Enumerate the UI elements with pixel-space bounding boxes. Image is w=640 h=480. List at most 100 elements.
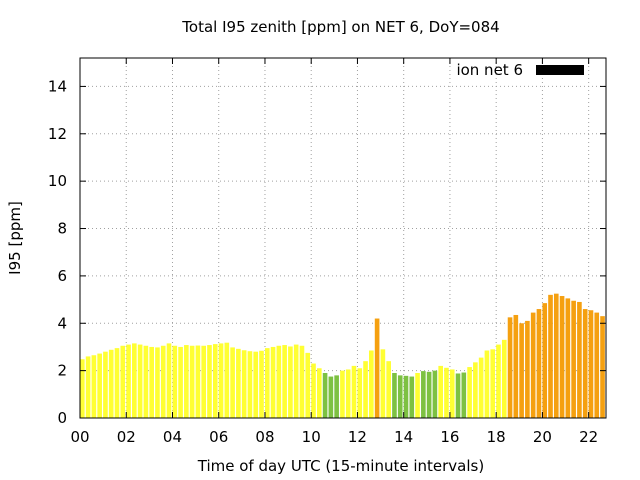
bar <box>553 293 559 418</box>
bar <box>103 351 108 418</box>
bar-series <box>80 293 605 418</box>
x-tick-label: 12 <box>348 428 367 446</box>
bar <box>247 351 253 418</box>
bar <box>536 309 542 418</box>
bar <box>530 312 536 418</box>
y-tick-label: 0 <box>57 409 67 427</box>
x-tick-label: 22 <box>579 428 598 446</box>
bar <box>577 301 582 418</box>
x-tick-labels: 00 02 04 06 08 10 12 14 16 18 20 22 <box>70 428 598 446</box>
bar <box>363 361 368 418</box>
bar <box>120 345 126 418</box>
y-tick-label: 2 <box>57 362 67 380</box>
y-tick-label: 12 <box>48 125 67 143</box>
bar <box>155 347 160 418</box>
y-tick-label: 8 <box>57 220 67 238</box>
bar <box>241 350 247 418</box>
bar <box>403 375 409 418</box>
bar <box>397 375 403 418</box>
bar <box>207 345 212 418</box>
bar <box>438 365 443 418</box>
bar <box>311 363 316 418</box>
bar <box>374 318 380 418</box>
bar <box>571 300 576 418</box>
bar <box>218 343 224 418</box>
bar <box>149 346 154 418</box>
bar <box>282 345 287 418</box>
bar <box>299 345 305 418</box>
bar <box>345 369 351 418</box>
bar <box>496 344 501 418</box>
bar <box>525 320 530 418</box>
bar <box>108 349 114 418</box>
bar <box>195 345 201 418</box>
bar <box>91 355 97 418</box>
y-tick-label: 10 <box>48 172 67 190</box>
y-tick-label: 6 <box>57 267 67 285</box>
bar <box>189 345 195 418</box>
bar <box>270 346 276 418</box>
bar <box>473 362 478 418</box>
bar <box>501 339 507 418</box>
bar <box>212 344 218 418</box>
bar <box>143 345 149 418</box>
legend-swatch <box>536 65 584 75</box>
bar <box>126 344 131 418</box>
x-tick-label: 20 <box>533 428 552 446</box>
bar <box>386 361 391 418</box>
x-tick-label: 14 <box>394 428 413 446</box>
y-tick-label: 4 <box>57 314 67 332</box>
x-tick-label: 02 <box>117 428 136 446</box>
x-tick-label: 10 <box>302 428 321 446</box>
x-tick-label: 16 <box>440 428 459 446</box>
bar <box>230 347 235 418</box>
bar <box>415 373 420 418</box>
bar <box>392 373 397 418</box>
bar <box>478 357 484 418</box>
bar <box>490 349 496 418</box>
bar <box>184 345 189 418</box>
x-tick-label: 18 <box>487 428 506 446</box>
bar <box>548 294 553 418</box>
bar <box>288 346 293 418</box>
legend-label: ion net 6 <box>456 61 523 79</box>
bar <box>236 348 241 418</box>
y-tick-labels: 0 2 4 6 8 10 12 14 <box>48 77 67 427</box>
bar <box>582 309 588 418</box>
bar <box>322 373 328 418</box>
x-tick-label: 08 <box>255 428 274 446</box>
bar <box>559 296 565 418</box>
bar <box>444 367 449 418</box>
bar <box>357 368 363 418</box>
bar <box>588 310 594 418</box>
bar <box>421 371 426 418</box>
bar <box>224 342 230 418</box>
bar <box>316 368 322 418</box>
bar <box>114 348 120 418</box>
bar <box>380 349 386 418</box>
bar <box>305 352 311 418</box>
bar <box>293 344 299 418</box>
bar <box>432 370 438 418</box>
bar <box>600 316 605 418</box>
bar <box>132 343 137 418</box>
x-tick-label: 04 <box>163 428 182 446</box>
bar <box>259 350 264 418</box>
x-axis-label: Time of day UTC (15-minute intervals) <box>197 457 484 475</box>
bar <box>201 345 207 418</box>
plot-border <box>79 57 607 419</box>
bar <box>369 350 374 418</box>
bar <box>449 369 455 418</box>
bar <box>160 345 166 418</box>
bar <box>455 373 461 418</box>
bar <box>507 317 513 418</box>
y-axis-label: I95 [ppm] <box>6 201 24 275</box>
bar <box>426 371 432 418</box>
bar <box>461 372 467 418</box>
bar <box>340 370 345 418</box>
x-tick-label: 06 <box>209 428 228 446</box>
bar <box>137 344 143 418</box>
x-tick-label: 00 <box>70 428 89 446</box>
bar <box>97 353 102 418</box>
